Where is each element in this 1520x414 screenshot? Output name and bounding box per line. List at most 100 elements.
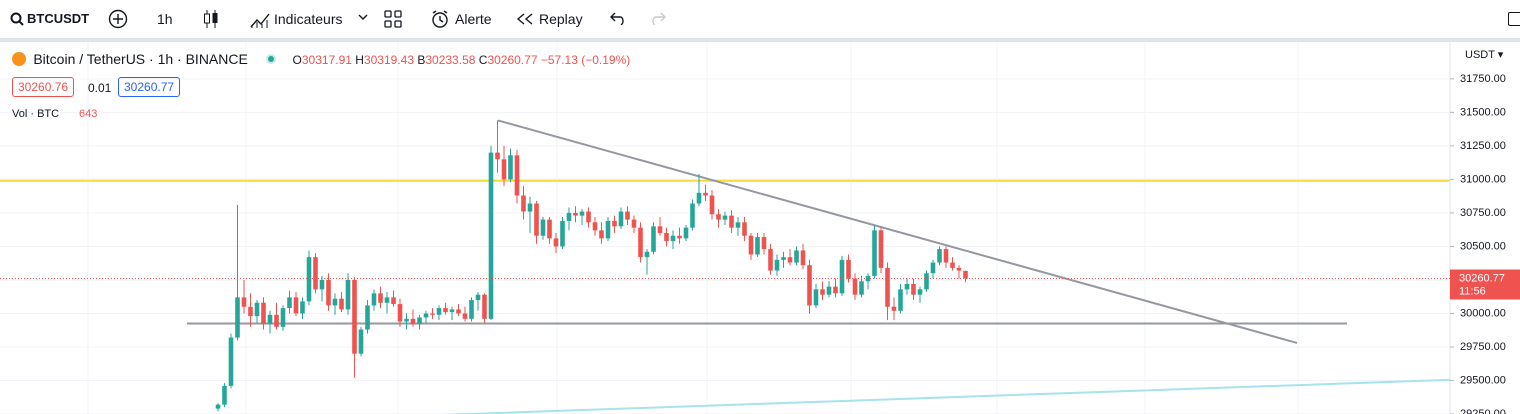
y-tick-label: 31000.00: [1460, 173, 1506, 185]
candle-body: [469, 300, 474, 319]
candle-body: [579, 211, 585, 216]
candle-body: [404, 318, 409, 322]
candle-body: [313, 257, 318, 290]
undo[interactable]: [610, 11, 628, 25]
candle-body: [293, 297, 299, 314]
volume-label: Vol · BTC: [12, 108, 60, 120]
y-tick-label: 30750.00: [1460, 207, 1506, 219]
y-tick-label: 29750.00: [1460, 341, 1506, 353]
candle-body: [254, 302, 260, 317]
candle-body: [911, 283, 916, 295]
candle-body: [605, 220, 611, 239]
y-tick-label: 30000.00: [1460, 307, 1506, 319]
candle-body: [963, 270, 968, 279]
low: 30233.58: [425, 53, 476, 67]
candle-body: [488, 152, 494, 319]
indicators-icon[interactable]: [249, 9, 271, 29]
candle-body: [696, 192, 702, 204]
candle-body: [352, 279, 357, 354]
candle-body: [449, 309, 455, 313]
candle-body: [553, 238, 559, 247]
candle-body: [417, 317, 422, 325]
candle-body: [514, 155, 520, 196]
last-price-box: [1450, 269, 1520, 300]
buy-box[interactable]: 30260.77: [118, 77, 181, 97]
y-tick-label: 31500.00: [1460, 106, 1506, 118]
candle-body: [644, 251, 650, 258]
candle-body: [898, 289, 903, 311]
candle-body: [755, 237, 760, 255]
currency[interactable]: USDT ▾: [1465, 49, 1504, 61]
legend-title: Bitcoin / TetherUS · 1h · BINANCE: [33, 51, 248, 67]
candle-body: [261, 302, 266, 325]
add-symbol[interactable]: [108, 9, 128, 29]
candle-body: [566, 212, 572, 221]
candle-body: [300, 301, 305, 314]
alert[interactable]: Alerte: [455, 11, 492, 27]
candle-body: [365, 305, 370, 330]
ohlc-letter: O: [292, 53, 302, 67]
ohlc-letter: C: [478, 53, 488, 67]
candle-body: [885, 267, 890, 307]
volume: 643: [79, 108, 98, 120]
interval[interactable]: 1h: [157, 11, 173, 27]
candle-body: [709, 195, 715, 215]
candle-body: [410, 318, 416, 325]
candle-body: [592, 222, 598, 231]
candle-body: [306, 257, 312, 302]
candle-body: [820, 289, 825, 295]
toolbar: BTCUSDT 1h Indicateurs Alerte Replay: [0, 0, 1520, 42]
candle-body: [358, 329, 364, 354]
candle-body: [683, 227, 689, 239]
candle-body: [846, 259, 851, 279]
candle-body: [703, 192, 708, 196]
candle-body: [924, 273, 929, 290]
candle-body: [547, 219, 552, 239]
candle-body: [241, 297, 247, 307]
y-tick-label: 29250.00: [1460, 408, 1506, 414]
ohlc-letter: B: [417, 53, 426, 67]
close: 30260.77: [487, 53, 538, 67]
layouts[interactable]: [384, 10, 402, 28]
open: 30317.91: [301, 53, 352, 67]
candle-body: [462, 313, 468, 319]
candle-body: [345, 279, 351, 310]
countdown: 11:56: [1459, 285, 1486, 297]
chart-type[interactable]: [201, 8, 221, 30]
drawing-line: [497, 119, 1298, 344]
status-dot: [266, 54, 277, 64]
redo: [652, 12, 666, 25]
symbol[interactable]: BTCUSDT: [27, 11, 90, 26]
indicators[interactable]: Indicateurs: [274, 11, 343, 27]
candle-body: [774, 259, 780, 271]
candle-body: [573, 212, 578, 216]
panel-toggle[interactable]: [1508, 12, 1520, 26]
candle-body: [215, 404, 221, 409]
candle-body: [319, 279, 325, 290]
sell-box[interactable]: 30260.76: [12, 77, 75, 97]
candle-body: [956, 267, 962, 271]
candle-body: [722, 215, 728, 220]
replay-icon[interactable]: [516, 12, 534, 26]
candle-body: [878, 230, 884, 268]
candle-body: [917, 289, 923, 295]
candle-body: [397, 304, 403, 322]
candle-body: [274, 314, 279, 327]
candle-body: [384, 297, 390, 303]
dropdown[interactable]: [358, 14, 368, 22]
candle-body: [794, 250, 799, 263]
candle-body: [391, 297, 396, 305]
candle-body: [826, 286, 832, 295]
candle-body: [508, 155, 513, 180]
candle-body: [527, 203, 533, 212]
spread: 0.01: [88, 81, 112, 95]
candle-body: [430, 313, 435, 315]
candle-body: [378, 293, 383, 303]
y-tick-label: 31250.00: [1460, 140, 1506, 152]
change: −57.13: [540, 53, 578, 67]
candle-body: [482, 294, 487, 319]
candle-body: [326, 279, 331, 306]
alert-icon[interactable]: [430, 9, 450, 29]
candle-body: [339, 298, 344, 310]
replay[interactable]: Replay: [539, 11, 583, 27]
